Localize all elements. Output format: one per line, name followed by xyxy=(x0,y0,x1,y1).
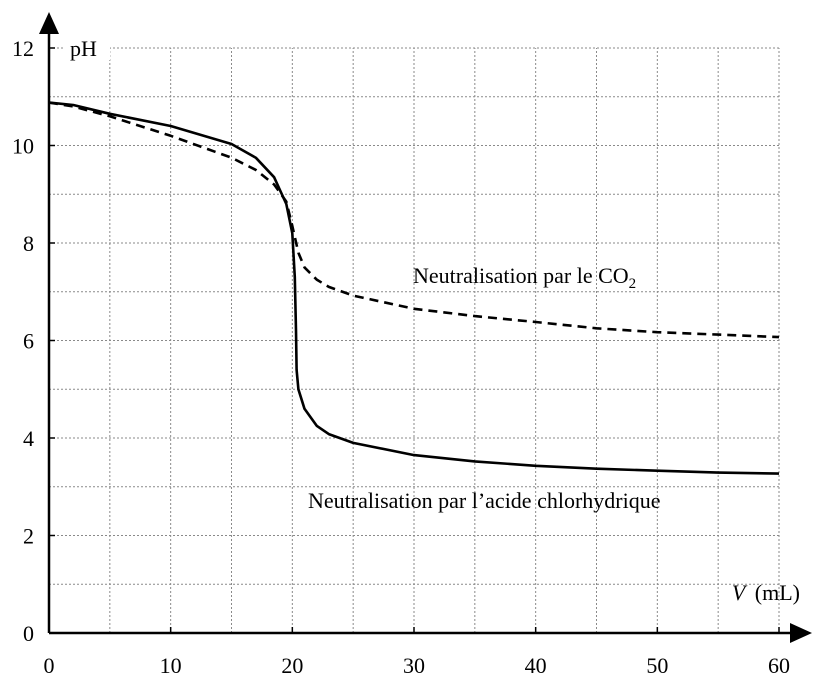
series-line-hcl xyxy=(48,101,780,475)
y-tick-label: 2 xyxy=(23,524,34,549)
series-label-co2-main: Neutralisation par le CO xyxy=(413,263,629,288)
y-tick-label: 8 xyxy=(23,231,34,256)
y-tick-label: 4 xyxy=(23,426,34,451)
series-line-co2 xyxy=(48,101,780,339)
x-tick-label: 0 xyxy=(44,653,55,678)
y-tick-label: 0 xyxy=(23,621,34,646)
curves xyxy=(48,101,780,475)
x-axis-title-variable: V xyxy=(732,580,748,605)
series-label-co2-subscript: 2 xyxy=(629,276,637,292)
x-tick-label: 30 xyxy=(403,653,425,678)
x-axis-arrow xyxy=(790,623,812,643)
series-label-co2: Neutralisation par le CO2 xyxy=(413,263,636,292)
axes xyxy=(39,12,812,643)
x-axis-title-unit: (mL) xyxy=(755,580,800,605)
x-tick-label: 60 xyxy=(768,653,790,678)
y-axis-arrow xyxy=(39,12,59,34)
y-axis-title: pH xyxy=(70,36,97,61)
y-axis-title-bg xyxy=(64,34,110,60)
x-tick-label: 40 xyxy=(525,653,547,678)
grid xyxy=(49,47,780,633)
x-tick-label: 20 xyxy=(281,653,303,678)
x-tick-label: 50 xyxy=(646,653,668,678)
x-axis-title: V (mL) xyxy=(732,580,800,605)
series-label-hcl: Neutralisation par l’acide chlorhydrique xyxy=(308,488,660,513)
y-tick-label: 6 xyxy=(23,329,34,354)
x-tick-label: 10 xyxy=(160,653,182,678)
ticks: 0 10 20 30 40 50 60 0 2 4 6 8 10 12 xyxy=(12,36,790,678)
y-tick-label: 10 xyxy=(12,134,34,159)
y-tick-label: 12 xyxy=(12,36,34,61)
